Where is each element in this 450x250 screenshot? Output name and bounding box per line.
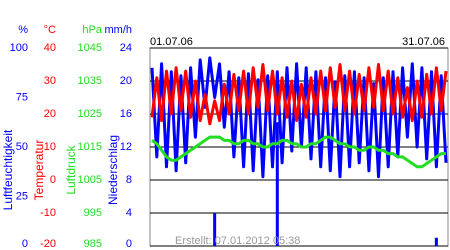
y-tick-label: 8: [126, 174, 132, 186]
y-tick-label: 50: [16, 141, 28, 153]
y-tick-label: 20: [44, 108, 56, 120]
y-tick-label: 1015: [78, 141, 102, 153]
y-tick-label: 1045: [78, 42, 102, 54]
precipitation-bar: [213, 213, 217, 246]
footer: Erstellt: 07.01.2012 05:38: [175, 235, 300, 247]
y-tick-label: 25: [16, 190, 28, 202]
y-tick-label: 1035: [78, 75, 102, 87]
y-tick-label: 0: [22, 238, 28, 250]
y-tick-label: 995: [84, 207, 102, 219]
y-tick-label: 75: [16, 91, 28, 103]
axis-unit: °C: [44, 24, 56, 36]
x-tick-label: 31.07.06: [402, 36, 445, 48]
y-tick-label: 10: [44, 141, 56, 153]
axis-title: Luftfeuchtigkeit: [1, 129, 15, 210]
axis-title: Luftdruck: [64, 144, 78, 194]
y-tick-label: 30: [44, 75, 56, 87]
y-tick-label: 1025: [78, 108, 102, 120]
y-tick-label: 24: [120, 42, 132, 54]
y-tick-label: -20: [40, 238, 56, 250]
axis-unit: mm/h: [105, 24, 133, 36]
series-line: [150, 63, 448, 126]
y-tick-label: 0: [50, 174, 56, 186]
axis-unit: hPa: [82, 24, 102, 36]
y-tick-label: 12: [120, 141, 132, 153]
x-tick-label: 01.07.06: [150, 36, 193, 48]
y-tick-label: 4: [126, 207, 132, 219]
y-tick-label: -10: [40, 207, 56, 219]
axis-unit: %: [18, 24, 28, 36]
y-tick-label: 20: [120, 75, 132, 87]
axis-title: Temperatur: [32, 140, 46, 201]
y-tick-label: 0: [126, 238, 132, 250]
y-tick-label: 16: [120, 108, 132, 120]
y-tick-label: 100: [10, 42, 28, 54]
axis-title: Niederschlag: [106, 135, 120, 205]
y-tick-label: 985: [84, 238, 102, 250]
precipitation-bar: [275, 122, 279, 246]
precipitation-bar: [434, 237, 438, 246]
y-tick-label: 1005: [78, 174, 102, 186]
y-tick-label: 40: [44, 42, 56, 54]
series-line: [151, 135, 446, 169]
